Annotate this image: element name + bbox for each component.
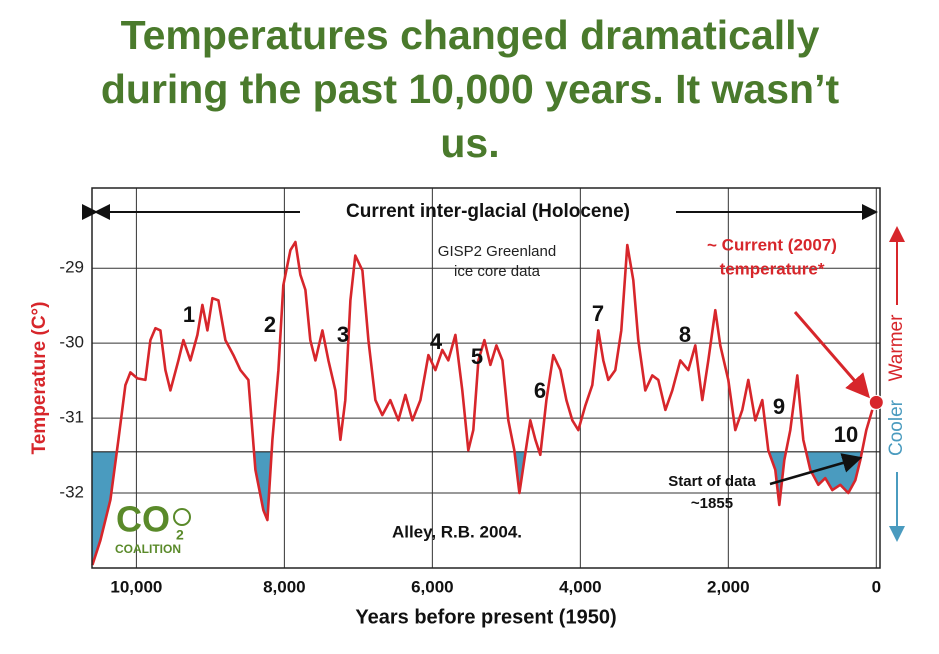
y-axis-label: Temperature (C°) — [29, 302, 50, 455]
logo-icon — [173, 508, 191, 526]
episode-label: 4 — [430, 329, 443, 354]
y-tick-label: -31 — [59, 408, 84, 427]
logo: 2 — [176, 527, 184, 543]
cold-shading — [92, 451, 862, 565]
episode-label: 6 — [534, 378, 546, 403]
span-label: Current inter-glacial (Holocene) — [346, 201, 630, 222]
episode-label: 1 — [183, 302, 195, 327]
logo: COALITION — [115, 542, 181, 556]
episode-label: 5 — [471, 344, 483, 369]
title: during the past 10,000 years. It wasn’t — [101, 66, 840, 112]
source: ice core data — [454, 263, 541, 280]
y-tick-label: -32 — [59, 483, 84, 502]
episode-label: 2 — [264, 312, 276, 337]
episode-label: 10 — [834, 422, 858, 447]
start-arrow — [769, 453, 863, 486]
start-label: Start of data — [668, 473, 756, 490]
cooler-label: Cooler — [886, 399, 907, 456]
episode-label: 3 — [337, 322, 349, 347]
x-tick-label: 10,000 — [110, 577, 162, 596]
citation: Alley, R.B. 2004. — [392, 522, 522, 541]
x-tick-label: 0 — [872, 577, 881, 596]
start-label: ~1855 — [691, 495, 733, 512]
current-label: ~ Current (2007) — [707, 235, 837, 254]
title: Temperatures changed dramatically — [121, 12, 820, 58]
temperature-line — [91, 240, 874, 566]
current-label: temperature* — [720, 259, 825, 278]
current-arrow — [793, 311, 870, 399]
y-tick-label: -29 — [59, 258, 84, 277]
current-point — [868, 394, 884, 410]
episode-label: 7 — [592, 301, 604, 326]
episode-label: 9 — [773, 394, 785, 419]
x-tick-label: 4,000 — [559, 577, 602, 596]
logo: CO — [116, 499, 170, 540]
episode-label: 8 — [679, 322, 691, 347]
x-axis-label: Years before present (1950) — [355, 606, 616, 628]
x-tick-label: 8,000 — [263, 577, 306, 596]
title: us. — [440, 120, 499, 166]
y-tick-label: -30 — [59, 333, 84, 352]
source: GISP2 Greenland — [438, 243, 556, 260]
x-tick-label: 2,000 — [707, 577, 750, 596]
warmer-label: Warmer — [886, 314, 907, 382]
x-tick-label: 6,000 — [411, 577, 454, 596]
plot-frame — [91, 187, 881, 569]
